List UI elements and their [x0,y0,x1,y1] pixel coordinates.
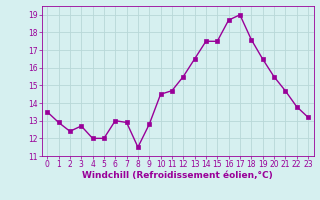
X-axis label: Windchill (Refroidissement éolien,°C): Windchill (Refroidissement éolien,°C) [82,171,273,180]
